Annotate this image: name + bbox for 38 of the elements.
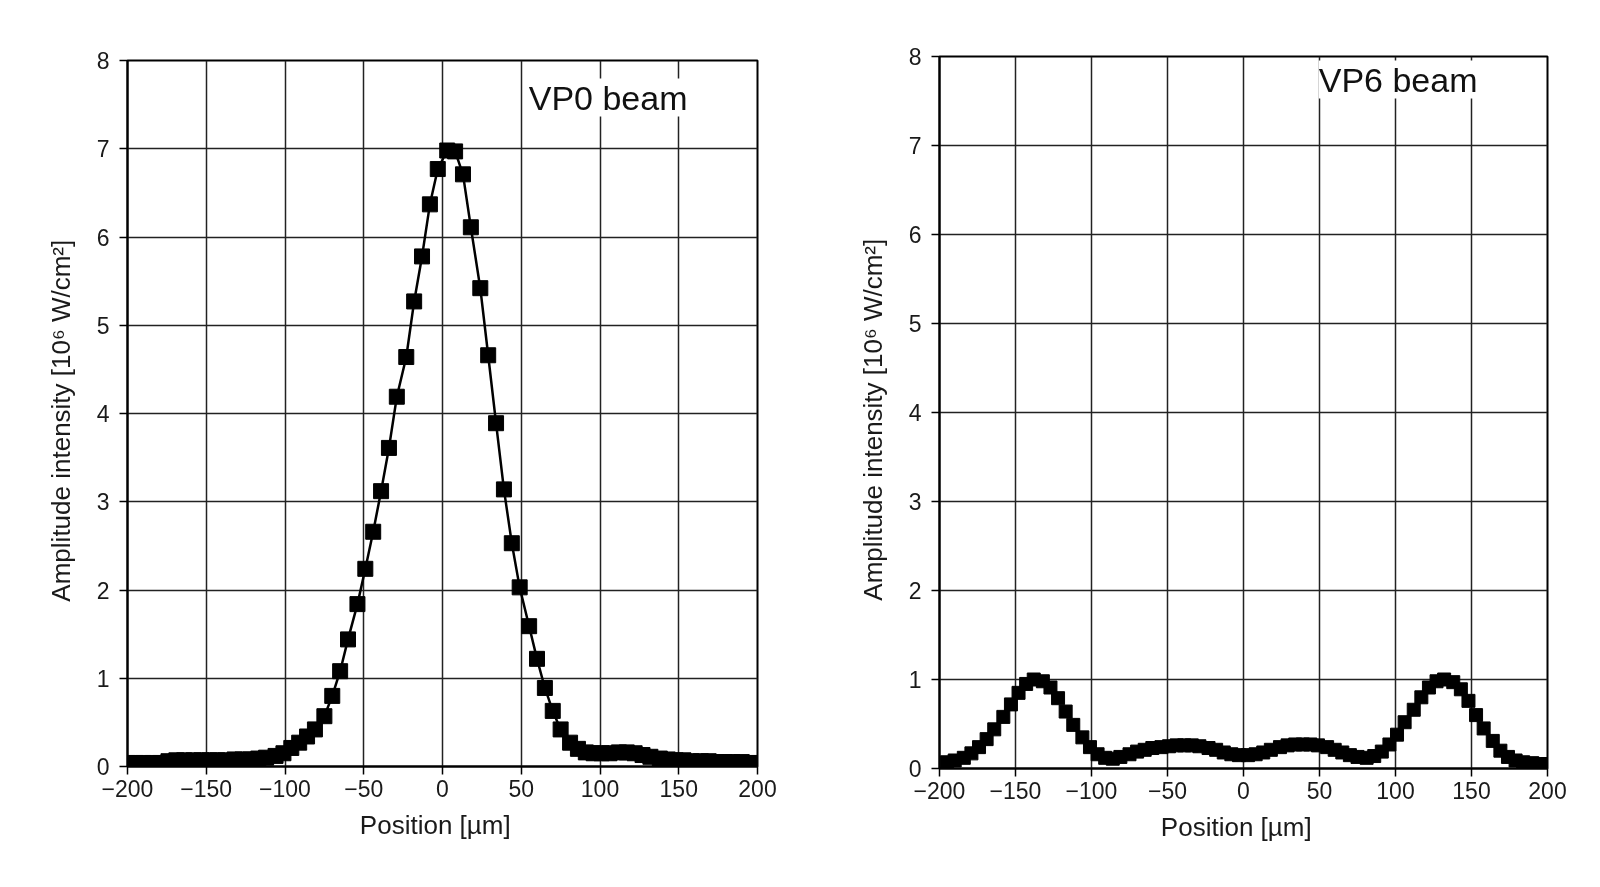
x-axis-title: Position [µm] [1160, 811, 1312, 842]
x-tick-label: −100 [259, 775, 311, 802]
y-tick-label: 5 [908, 311, 922, 337]
x-tick-label: 100 [1376, 777, 1415, 804]
y-tick-label: 1 [908, 667, 922, 693]
y-tick-label: 8 [96, 48, 110, 74]
x-tick-label: −100 [1065, 777, 1118, 804]
y-tick-label: 3 [96, 489, 110, 516]
x-tick-label: 50 [1306, 777, 1333, 804]
x-tick-label: 100 [580, 775, 620, 802]
y-axis-title: Amplitude intensity [10⁶ W/cm²] [857, 238, 888, 601]
y-tick-label: 1 [96, 665, 110, 692]
y-tick-label: 8 [908, 44, 922, 70]
y-tick-label: 6 [96, 224, 110, 251]
x-tick-label: −50 [344, 775, 384, 802]
x-tick-label: −150 [989, 777, 1042, 804]
x-tick-label: 200 [1528, 777, 1567, 804]
y-tick-label: 6 [908, 222, 922, 248]
x-tick-label: 200 [738, 775, 777, 802]
x-tick-label: 150 [659, 775, 698, 802]
y-tick-label: 7 [96, 136, 110, 163]
annotation: VP6 beam [1318, 60, 1478, 99]
y-tick-label: 3 [908, 489, 922, 515]
annotation: VP0 beam [528, 78, 688, 117]
x-tick-label: 0 [1237, 777, 1250, 804]
x-tick-label: −50 [1147, 777, 1188, 804]
y-axis-title: Amplitude intensity [10⁶ W/cm²] [45, 239, 76, 602]
y-tick-label: 4 [908, 400, 922, 426]
y-tick-label: 7 [908, 133, 922, 159]
y-tick-label: 2 [96, 577, 110, 604]
y-tick-label: 4 [96, 401, 110, 427]
x-tick-label: 50 [508, 775, 535, 802]
y-tick-label: 2 [908, 578, 922, 604]
x-axis-title: Position [µm] [359, 809, 511, 840]
x-tick-label: 0 [436, 775, 449, 802]
x-tick-label: −150 [180, 775, 233, 802]
x-tick-label: 150 [1452, 777, 1491, 804]
y-tick-label: 5 [96, 312, 110, 339]
